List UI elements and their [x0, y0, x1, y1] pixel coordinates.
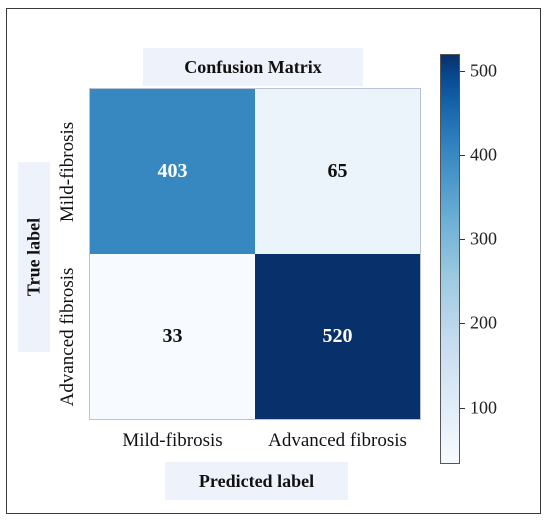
confusion-matrix: 403 65 33 520	[89, 88, 421, 420]
colorbar-tick-label: 300	[470, 228, 497, 249]
colorbar-tick-label: 500	[470, 60, 497, 81]
y-tick-label-advanced-fibrosis: Advanced fibrosis	[57, 267, 78, 406]
matrix-cell-advanced-fibrosis-mild-fibrosis: 33	[90, 254, 255, 419]
x-tick-label-advanced-fibrosis: Advanced fibrosis	[268, 430, 407, 451]
colorbar-tick	[460, 70, 465, 72]
ylabel-panel	[18, 162, 50, 352]
y-axis-label-container: True label	[18, 162, 50, 352]
x-tick-label-mild-fibrosis: Mild-fibrosis	[122, 430, 223, 451]
matrix-cell-mild-fibrosis-mild-fibrosis: 403	[90, 89, 255, 254]
matrix-cell-mild-fibrosis-advanced-fibrosis: 65	[255, 89, 420, 254]
title-panel	[143, 48, 363, 86]
colorbar-tick-label: 400	[470, 144, 497, 165]
colorbar-tick-label: 200	[470, 312, 497, 333]
y-axis-label: True label	[23, 217, 44, 297]
colorbar-tick	[460, 239, 465, 241]
colorbar-tick-label: 100	[470, 397, 497, 418]
chart-title: Confusion Matrix	[184, 57, 322, 77]
colorbar-tick	[460, 155, 465, 157]
x-axis-label: Predicted label	[198, 471, 315, 491]
colorbar-tick	[460, 323, 465, 325]
matrix-cell-advanced-fibrosis-advanced-fibrosis: 520	[255, 254, 420, 419]
colorbar-tick	[460, 407, 465, 409]
colorbar	[440, 54, 460, 464]
y-tick-label-mild-fibrosis: Mild-fibrosis	[57, 121, 78, 222]
xlabel-panel	[165, 462, 348, 500]
